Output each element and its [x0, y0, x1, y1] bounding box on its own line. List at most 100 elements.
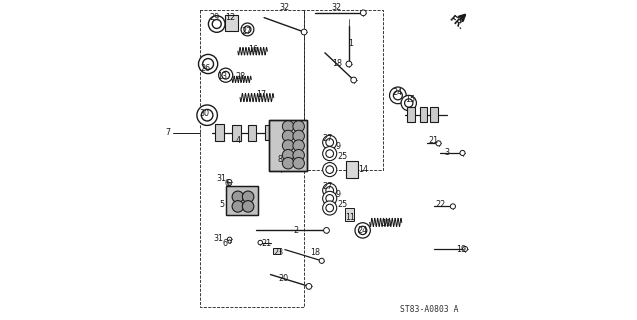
- Circle shape: [324, 228, 329, 233]
- Text: 16: 16: [248, 45, 258, 54]
- Text: 3: 3: [444, 148, 449, 157]
- Circle shape: [232, 201, 243, 212]
- Circle shape: [359, 226, 367, 235]
- Circle shape: [241, 23, 254, 36]
- Circle shape: [208, 16, 225, 32]
- Circle shape: [346, 61, 352, 67]
- Text: FR.: FR.: [447, 14, 464, 32]
- Circle shape: [203, 59, 213, 69]
- Text: 25: 25: [338, 152, 348, 161]
- Bar: [430, 107, 438, 122]
- Circle shape: [227, 237, 232, 242]
- Circle shape: [301, 29, 307, 35]
- Text: 27: 27: [322, 134, 333, 143]
- Circle shape: [323, 191, 337, 205]
- Circle shape: [319, 258, 324, 263]
- Circle shape: [242, 201, 254, 212]
- Text: 18: 18: [332, 60, 342, 68]
- Circle shape: [197, 105, 217, 125]
- Text: 22: 22: [435, 200, 445, 209]
- Circle shape: [390, 87, 406, 104]
- Circle shape: [282, 121, 294, 132]
- Bar: [225, 186, 258, 215]
- Circle shape: [227, 180, 232, 184]
- Circle shape: [326, 195, 334, 202]
- Circle shape: [228, 182, 231, 186]
- Bar: [233, 125, 241, 141]
- Circle shape: [450, 204, 455, 209]
- Text: 24: 24: [393, 88, 403, 97]
- Text: 28: 28: [235, 72, 245, 81]
- Text: 29: 29: [210, 13, 220, 22]
- Circle shape: [282, 149, 294, 161]
- Circle shape: [462, 246, 468, 252]
- Circle shape: [323, 135, 337, 149]
- Text: 27: 27: [322, 182, 333, 191]
- Text: 1: 1: [348, 39, 353, 48]
- Circle shape: [401, 95, 417, 111]
- Text: 14: 14: [357, 165, 368, 174]
- Bar: [273, 248, 280, 254]
- Text: 4: 4: [235, 136, 240, 145]
- Bar: [345, 208, 354, 221]
- Circle shape: [323, 147, 337, 161]
- Text: 25: 25: [338, 200, 348, 209]
- Text: 7: 7: [165, 128, 170, 137]
- Text: 26: 26: [201, 64, 211, 73]
- Circle shape: [258, 240, 262, 245]
- Circle shape: [218, 68, 233, 82]
- Circle shape: [199, 54, 218, 74]
- Text: 10: 10: [381, 220, 390, 228]
- Bar: [269, 120, 307, 171]
- Circle shape: [293, 157, 304, 169]
- Circle shape: [394, 91, 403, 100]
- Text: 20: 20: [278, 274, 289, 283]
- Bar: [225, 15, 238, 31]
- Circle shape: [355, 223, 370, 238]
- Text: 31: 31: [217, 174, 227, 183]
- Text: 32: 32: [331, 3, 341, 12]
- Bar: [420, 107, 427, 122]
- Circle shape: [212, 20, 221, 28]
- Circle shape: [326, 139, 334, 146]
- Circle shape: [201, 109, 213, 121]
- Circle shape: [323, 201, 337, 215]
- Text: 19: 19: [456, 245, 466, 254]
- Circle shape: [293, 121, 304, 132]
- Text: 2: 2: [294, 226, 299, 235]
- Text: 17: 17: [256, 90, 266, 99]
- Circle shape: [326, 187, 334, 194]
- Text: 24: 24: [357, 226, 368, 235]
- Circle shape: [282, 157, 294, 169]
- Circle shape: [323, 183, 337, 197]
- Text: 18: 18: [310, 248, 320, 257]
- Text: 11: 11: [345, 213, 355, 222]
- Text: 6: 6: [225, 180, 230, 188]
- Text: 8: 8: [278, 156, 283, 164]
- Circle shape: [244, 26, 251, 33]
- Circle shape: [323, 163, 337, 177]
- Circle shape: [293, 140, 304, 151]
- Text: 30: 30: [199, 109, 209, 118]
- Circle shape: [242, 191, 254, 203]
- Text: 15: 15: [406, 95, 416, 104]
- Circle shape: [326, 204, 334, 212]
- Circle shape: [293, 149, 304, 161]
- Circle shape: [361, 10, 366, 16]
- Bar: [248, 125, 256, 141]
- Bar: [215, 124, 224, 141]
- Circle shape: [351, 77, 357, 83]
- Text: 9: 9: [336, 190, 341, 199]
- Text: 31: 31: [213, 234, 224, 243]
- Text: 21: 21: [262, 239, 272, 248]
- Text: 21: 21: [428, 136, 438, 145]
- Text: 9: 9: [336, 142, 341, 151]
- Circle shape: [228, 240, 231, 243]
- Text: 12: 12: [225, 13, 236, 22]
- Circle shape: [460, 150, 465, 156]
- Circle shape: [326, 166, 334, 173]
- Bar: [269, 120, 307, 171]
- Text: 6: 6: [222, 239, 227, 248]
- Circle shape: [222, 71, 229, 79]
- Text: 23: 23: [273, 248, 283, 257]
